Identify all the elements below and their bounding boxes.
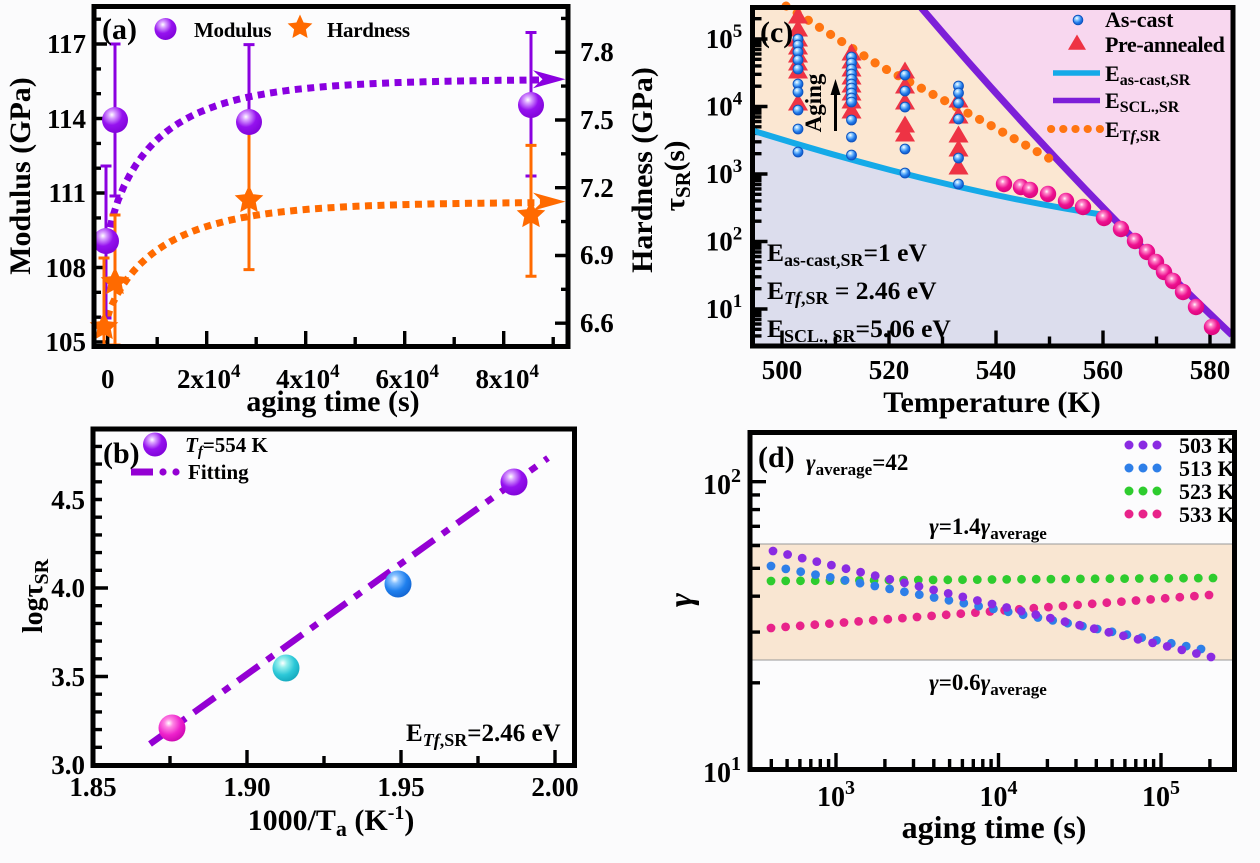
svg-text:Hardness (GPa): Hardness (GPa) [626,67,659,273]
svg-text:513 K: 513 K [1179,456,1235,481]
svg-text:1.90: 1.90 [223,772,270,802]
svg-text:ESCL., SR=5.06 eV: ESCL., SR=5.06 eV [767,314,951,346]
svg-text:102: 102 [703,465,741,501]
svg-text:(a): (a) [102,13,137,46]
svg-text:8x104: 8x104 [476,361,540,394]
svg-text:γ=1.4γaverage: γ=1.4γaverage [929,514,1047,543]
svg-text:560: 560 [1083,355,1124,385]
svg-text:7.5: 7.5 [580,105,614,135]
svg-text:1000/Ta (K-1): 1000/Ta (K-1) [248,802,415,841]
svg-text:γ=0.6γaverage: γ=0.6γaverage [929,670,1047,699]
svg-text:6.9: 6.9 [580,240,614,270]
svg-text:Temperature (K): Temperature (K) [883,386,1100,419]
svg-text:(b): (b) [103,437,140,470]
svg-text:aging time (s): aging time (s) [902,809,1087,845]
svg-text:aging time (s): aging time (s) [246,385,419,418]
svg-text:Eas-cast,SR=1 eV: Eas-cast,SR=1 eV [767,238,927,270]
svg-text:γaverage=42: γaverage=42 [806,450,908,479]
svg-text:ETf,SR = 2.46 eV: ETf,SR = 2.46 eV [767,276,937,308]
svg-text:1.95: 1.95 [377,772,424,802]
svg-text:ETf,SR=2.46 eV: ETf,SR=2.46 eV [406,720,561,750]
svg-text:Hardness: Hardness [327,18,410,42]
svg-text:111: 111 [48,178,86,208]
svg-text:4.0: 4.0 [51,573,85,603]
svg-text:0: 0 [101,364,115,394]
svg-text:6x104: 6x104 [376,361,440,394]
svg-text:Pre-annealed: Pre-annealed [1105,32,1225,57]
svg-text:7.2: 7.2 [580,173,614,203]
svg-text:580: 580 [1190,355,1231,385]
svg-text:114: 114 [47,104,86,134]
svg-text:1.85: 1.85 [69,772,116,802]
svg-text:105: 105 [706,21,743,54]
svg-text:Tf=554 K: Tf=554 K [185,433,269,460]
svg-text:2.00: 2.00 [531,772,578,802]
svg-text:4.5: 4.5 [51,485,85,515]
svg-text:101: 101 [706,291,743,324]
svg-text:108: 108 [46,253,87,283]
svg-text:500: 500 [762,355,803,385]
svg-text:533 K: 533 K [1179,502,1235,527]
svg-text:ESCL.,SR: ESCL.,SR [1105,88,1180,116]
svg-text:7.8: 7.8 [580,37,614,67]
svg-text:As-cast: As-cast [1105,7,1174,32]
svg-text:Eas-cast,SR: Eas-cast,SR [1105,61,1191,89]
svg-text:Modulus: Modulus [194,18,271,42]
svg-text:520: 520 [869,355,910,385]
svg-text:105: 105 [46,327,87,357]
svg-text:ETf,SR: ETf,SR [1105,117,1161,145]
svg-text:Modulus (GPa): Modulus (GPa) [4,77,37,275]
svg-text:4x104: 4x104 [276,361,340,394]
svg-text:Aging: Aging [801,73,826,132]
svg-text:523 K: 523 K [1179,479,1235,504]
svg-text:3.0: 3.0 [51,750,85,780]
svg-text:503 K: 503 K [1179,433,1235,458]
svg-text:3.5: 3.5 [51,662,85,692]
svg-text:117: 117 [47,29,86,59]
svg-text:γ: γ [663,592,700,607]
svg-text:Fitting: Fitting [188,460,249,484]
svg-text:(d): (d) [758,441,795,474]
svg-text:6.6: 6.6 [580,308,614,338]
svg-text:2x104: 2x104 [177,361,241,394]
svg-text:(c): (c) [760,16,793,49]
svg-text:540: 540 [976,355,1017,385]
